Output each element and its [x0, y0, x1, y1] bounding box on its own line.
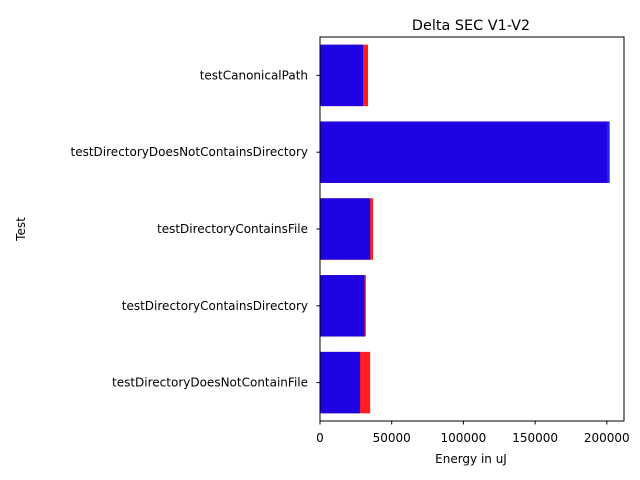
x-tick-label: 50000: [373, 431, 411, 445]
y-tick-label: testCanonicalPath: [200, 68, 308, 82]
y-tick-label: testDirectoryContainsDirectory: [122, 299, 308, 313]
y-axis-label: Test: [14, 217, 28, 242]
y-ticks-group: testCanonicalPath testDirectoryDoesNotCon…: [71, 68, 320, 390]
y-tick-label: testDirectoryDoesNotContainsDirectory: [71, 145, 308, 159]
bars-group: [320, 44, 610, 414]
chart-title: Delta SEC V1-V2: [412, 18, 530, 34]
bar-series2-testCanonicalPath: [320, 44, 364, 107]
x-tick-label: 0: [316, 431, 324, 445]
bar-series2-testDirectoryContainsDirectory: [320, 275, 365, 337]
y-tick-label: testDirectoryContainsFile: [157, 222, 308, 236]
bar-series2-testDirectoryDoesNotContainsDirectory: [320, 121, 610, 183]
y-tick-label: testDirectoryDoesNotContainFile: [112, 376, 308, 390]
x-tick-label: 200000: [584, 431, 630, 445]
x-ticks-group: 0 50000 100000 150000 200000: [316, 421, 630, 445]
bar-series2-testDirectoryDoesNotContainFile: [320, 351, 361, 414]
bar-series2-testDirectoryContainsFile: [320, 198, 371, 260]
x-tick-label: 100000: [440, 431, 486, 445]
x-axis-label: Energy in uJ: [435, 452, 507, 466]
x-tick-label: 150000: [512, 431, 558, 445]
